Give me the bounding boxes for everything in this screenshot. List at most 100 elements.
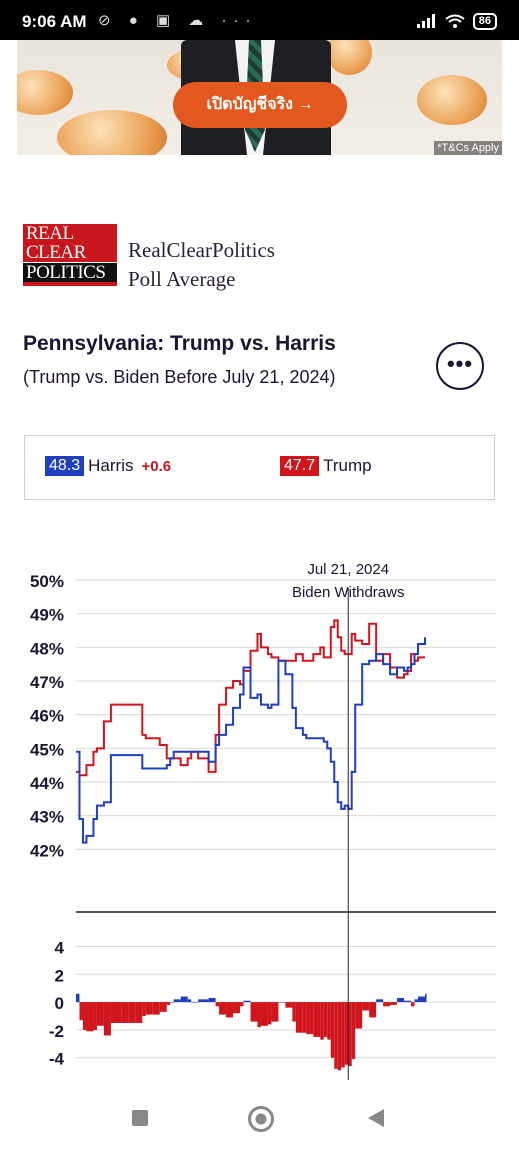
status-bar: 9:06 AM ⊘ ● ▣ ☁ ··· 86: [0, 0, 519, 40]
spread-bar: [327, 1002, 331, 1040]
spread-bar: [348, 1002, 352, 1067]
spread-bar: [170, 1002, 174, 1003]
more-options-button[interactable]: •••: [436, 342, 484, 390]
harris-change: +0.6: [141, 457, 172, 475]
spread-bar: [233, 1002, 241, 1014]
spread-bar: [180, 996, 188, 1003]
spread-tick-label: -2: [49, 1022, 64, 1041]
trump-value-badge: 47.7: [280, 456, 320, 476]
signal-icon: [416, 14, 435, 28]
spread-bar: [351, 1002, 356, 1060]
spread-bar: [250, 1002, 258, 1022]
spread-bar: [344, 1002, 349, 1065]
coin-graphic: [327, 40, 372, 75]
spread-bar: [86, 1002, 94, 1032]
y-tick-label: 49%: [30, 606, 64, 625]
spread-bar: [383, 1002, 391, 1007]
series-line-trump: [76, 619, 425, 777]
spread-bar: [334, 1002, 338, 1069]
spread-bar: [201, 999, 209, 1003]
spread-bar: [96, 1002, 104, 1026]
system-icons: 86: [416, 10, 497, 32]
legend-trump: 47.7 Trump: [280, 456, 372, 476]
spread-bar: [145, 1002, 153, 1015]
spread-bar: [191, 1002, 199, 1003]
spread-bar: [397, 997, 405, 1003]
spread-bar: [243, 1000, 251, 1003]
brand-line: Poll Average: [128, 267, 236, 291]
spread-bar: [226, 1002, 234, 1018]
battery-icon: 86: [472, 12, 497, 30]
spread-bar: [240, 1002, 244, 1007]
spread-bar: [257, 1002, 261, 1028]
spread-bar: [79, 1002, 83, 1021]
spread-tick-label: 0: [55, 994, 64, 1013]
spread-tick-label: 2: [55, 966, 64, 985]
spread-bar: [152, 1002, 160, 1015]
rcp-logo[interactable]: REAL CLEAR POLITICS: [23, 224, 117, 286]
spread-bar: [198, 999, 202, 1003]
spread-bar: [159, 1002, 167, 1012]
spread-bar: [418, 996, 425, 1003]
spread-bar: [376, 999, 384, 1003]
spread-bar: [208, 997, 216, 1003]
spread-tick-label: -4: [49, 1050, 65, 1069]
spread-bar: [320, 1002, 324, 1040]
chart-title: Pennsylvania: Trump vs. Harris: [23, 332, 336, 355]
logo-line: POLITICS: [23, 262, 117, 282]
spread-bar: [362, 1002, 370, 1011]
ad-terms: *T&Cs Apply: [434, 141, 502, 155]
back-icon[interactable]: [368, 1109, 384, 1127]
android-nav-bar: [0, 1082, 519, 1152]
brand-title: RealClearPolitics Poll Average: [128, 236, 275, 294]
spread-bar: [166, 1002, 171, 1005]
spread-bar: [187, 999, 192, 1003]
spread-bar: [93, 1002, 97, 1030]
spread-tick-label: 4: [55, 938, 65, 957]
spread-bar: [271, 1002, 279, 1022]
spread-bar: [330, 1002, 335, 1058]
spread-bar: [103, 1002, 111, 1036]
y-tick-label: 48%: [30, 639, 64, 658]
spread-bar: [135, 1002, 143, 1023]
spread-bar: [292, 1002, 296, 1022]
home-icon[interactable]: [248, 1106, 274, 1132]
poll-chart[interactable]: 50% 49% 48% 47% 46% 45% 44% 43% 42% 4 2 0 -2 -4 Jul 21…: [0, 540, 519, 1082]
y-tick-label: 47%: [30, 673, 64, 692]
spread-bar: [369, 1002, 377, 1018]
spread-bar: [407, 1000, 412, 1003]
trump-name: Trump: [323, 456, 372, 475]
spread-bar: [215, 1002, 220, 1007]
spread-bar: [390, 1002, 398, 1005]
spread-bar: [414, 999, 419, 1003]
spread-bar: [173, 999, 181, 1003]
spread-bar: [121, 1002, 129, 1023]
spread-bar: [278, 1002, 286, 1003]
spread-bar: [82, 1002, 87, 1030]
spread-bar: [425, 993, 427, 1003]
wifi-icon: [445, 14, 465, 28]
status-time: 9:06 AM: [22, 12, 87, 31]
spread-bar: [267, 1002, 272, 1025]
recents-icon[interactable]: [132, 1110, 148, 1126]
y-tick-label: 43%: [30, 808, 64, 827]
spread-bar: [110, 1002, 122, 1023]
coin-graphic: [417, 75, 487, 125]
harris-value-badge: 48.3: [45, 456, 85, 476]
harris-name: Harris: [88, 456, 134, 475]
logo-line: CLEAR: [26, 242, 86, 263]
logo-line: REAL: [26, 223, 74, 244]
spread-bar: [411, 1002, 415, 1007]
coin-graphic: [17, 70, 73, 115]
y-tick-label: 50%: [30, 572, 64, 591]
ad-banner[interactable]: เปิดบัญชีจริง → *T&Cs Apply: [17, 40, 502, 155]
annotation-label: Biden Withdraws: [292, 584, 405, 601]
spread-bar: [260, 1002, 268, 1026]
spread-bar: [302, 1002, 307, 1033]
series-line-harris: [76, 637, 426, 844]
annotation-date: Jul 21, 2024: [307, 561, 389, 578]
spread-bar: [285, 1002, 293, 1008]
spread-bar: [142, 1002, 146, 1017]
ad-cta-button[interactable]: เปิดบัญชีจริง →: [173, 82, 347, 128]
y-tick-label: 46%: [30, 707, 64, 726]
